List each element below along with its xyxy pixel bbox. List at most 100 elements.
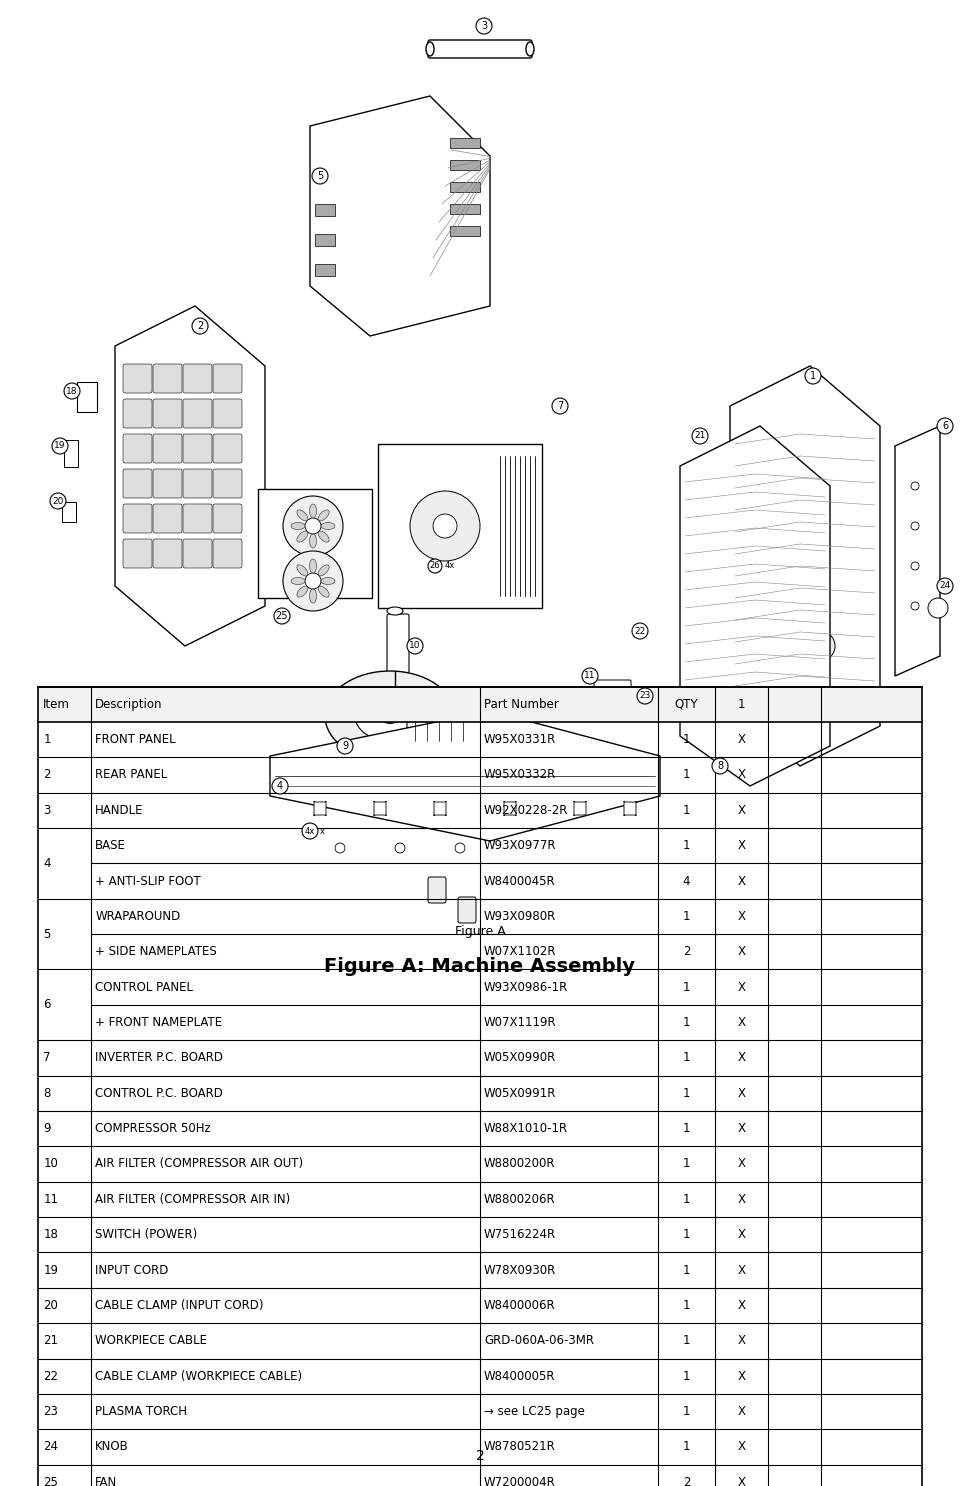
Circle shape [335, 843, 345, 853]
Ellipse shape [426, 42, 434, 56]
FancyBboxPatch shape [450, 160, 480, 169]
Text: QTY: QTY [675, 698, 698, 710]
Text: 1: 1 [683, 1122, 690, 1135]
Circle shape [192, 318, 208, 334]
Text: 1: 1 [683, 1158, 690, 1171]
FancyBboxPatch shape [123, 470, 152, 498]
Text: Part Number: Part Number [484, 698, 559, 710]
Circle shape [552, 398, 568, 415]
Text: 7: 7 [43, 1052, 51, 1064]
Circle shape [455, 843, 465, 853]
Text: PLASMA TORCH: PLASMA TORCH [95, 1406, 187, 1418]
Text: 2: 2 [683, 945, 690, 958]
Text: 21: 21 [694, 431, 706, 440]
Text: COMPRESSOR 50Hz: COMPRESSOR 50Hz [95, 1122, 211, 1135]
Circle shape [805, 369, 821, 383]
Circle shape [302, 823, 318, 840]
Circle shape [911, 522, 919, 531]
Text: 3: 3 [43, 804, 51, 817]
FancyBboxPatch shape [153, 504, 182, 533]
Circle shape [911, 602, 919, 609]
Text: 4x: 4x [305, 826, 315, 835]
Text: AIR FILTER (COMPRESSOR AIR OUT): AIR FILTER (COMPRESSOR AIR OUT) [95, 1158, 303, 1171]
Text: FRONT PANEL: FRONT PANEL [95, 733, 176, 746]
Ellipse shape [291, 578, 305, 584]
FancyBboxPatch shape [183, 539, 212, 568]
FancyBboxPatch shape [183, 470, 212, 498]
Ellipse shape [321, 523, 335, 529]
Text: X: X [737, 840, 746, 851]
FancyBboxPatch shape [428, 40, 532, 58]
Ellipse shape [297, 510, 308, 522]
Ellipse shape [291, 523, 305, 529]
Circle shape [312, 168, 328, 184]
Polygon shape [680, 426, 830, 786]
FancyBboxPatch shape [450, 181, 480, 192]
Circle shape [805, 632, 835, 661]
Ellipse shape [297, 585, 308, 597]
FancyBboxPatch shape [123, 504, 152, 533]
Text: X: X [737, 909, 746, 923]
FancyBboxPatch shape [450, 204, 480, 214]
FancyBboxPatch shape [183, 504, 212, 533]
Text: INVERTER P.C. BOARD: INVERTER P.C. BOARD [95, 1052, 223, 1064]
FancyBboxPatch shape [123, 364, 152, 392]
Text: X: X [737, 804, 746, 817]
FancyBboxPatch shape [213, 364, 242, 392]
Text: X: X [737, 1158, 746, 1171]
Text: 25: 25 [276, 611, 288, 621]
Text: W78X0930R: W78X0930R [484, 1263, 556, 1276]
Text: X: X [737, 1406, 746, 1418]
Text: WRAPAROUND: WRAPAROUND [95, 909, 180, 923]
FancyBboxPatch shape [450, 226, 480, 236]
Circle shape [476, 18, 492, 34]
Text: X: X [737, 981, 746, 994]
Text: W93X0986-1R: W93X0986-1R [484, 981, 568, 994]
Ellipse shape [309, 559, 317, 574]
Text: SWITCH (POWER): SWITCH (POWER) [95, 1229, 198, 1241]
Ellipse shape [318, 585, 329, 597]
Text: CABLE CLAMP (WORKPIECE CABLE): CABLE CLAMP (WORKPIECE CABLE) [95, 1370, 302, 1382]
Text: 3: 3 [481, 21, 487, 31]
Text: 1: 1 [683, 1052, 690, 1064]
Text: X: X [737, 875, 746, 887]
Text: Description: Description [95, 698, 162, 710]
Text: 1: 1 [683, 1086, 690, 1100]
FancyBboxPatch shape [458, 898, 476, 923]
Ellipse shape [309, 533, 317, 548]
Text: W92X0228-2R: W92X0228-2R [484, 804, 568, 817]
Circle shape [760, 632, 790, 661]
Text: 11: 11 [585, 672, 596, 681]
Text: W88X1010-1R: W88X1010-1R [484, 1122, 568, 1135]
FancyBboxPatch shape [213, 400, 242, 428]
FancyBboxPatch shape [183, 400, 212, 428]
Text: 7: 7 [557, 401, 564, 412]
Text: FAN: FAN [95, 1476, 117, 1486]
Circle shape [274, 608, 290, 624]
Circle shape [64, 383, 80, 400]
Text: 20: 20 [52, 496, 63, 505]
Text: 4: 4 [276, 782, 283, 791]
FancyBboxPatch shape [315, 233, 335, 247]
Circle shape [937, 578, 953, 594]
Circle shape [637, 688, 653, 704]
FancyBboxPatch shape [123, 434, 152, 464]
Text: 5: 5 [43, 927, 51, 941]
Text: 2: 2 [475, 1449, 485, 1464]
Text: KNOB: KNOB [95, 1440, 129, 1453]
Text: 2: 2 [43, 768, 51, 782]
Text: W8400045R: W8400045R [484, 875, 556, 887]
Text: 18: 18 [66, 386, 78, 395]
FancyBboxPatch shape [434, 801, 446, 816]
Text: X: X [737, 1263, 746, 1276]
Text: 9: 9 [342, 742, 348, 750]
Text: GRD-060A-06-3MR: GRD-060A-06-3MR [484, 1334, 594, 1348]
Bar [38, 687, 922, 1486]
Text: X: X [737, 733, 746, 746]
FancyBboxPatch shape [153, 470, 182, 498]
Circle shape [911, 562, 919, 571]
FancyBboxPatch shape [153, 364, 182, 392]
Circle shape [937, 418, 953, 434]
FancyBboxPatch shape [374, 801, 386, 816]
Text: 1: 1 [683, 981, 690, 994]
